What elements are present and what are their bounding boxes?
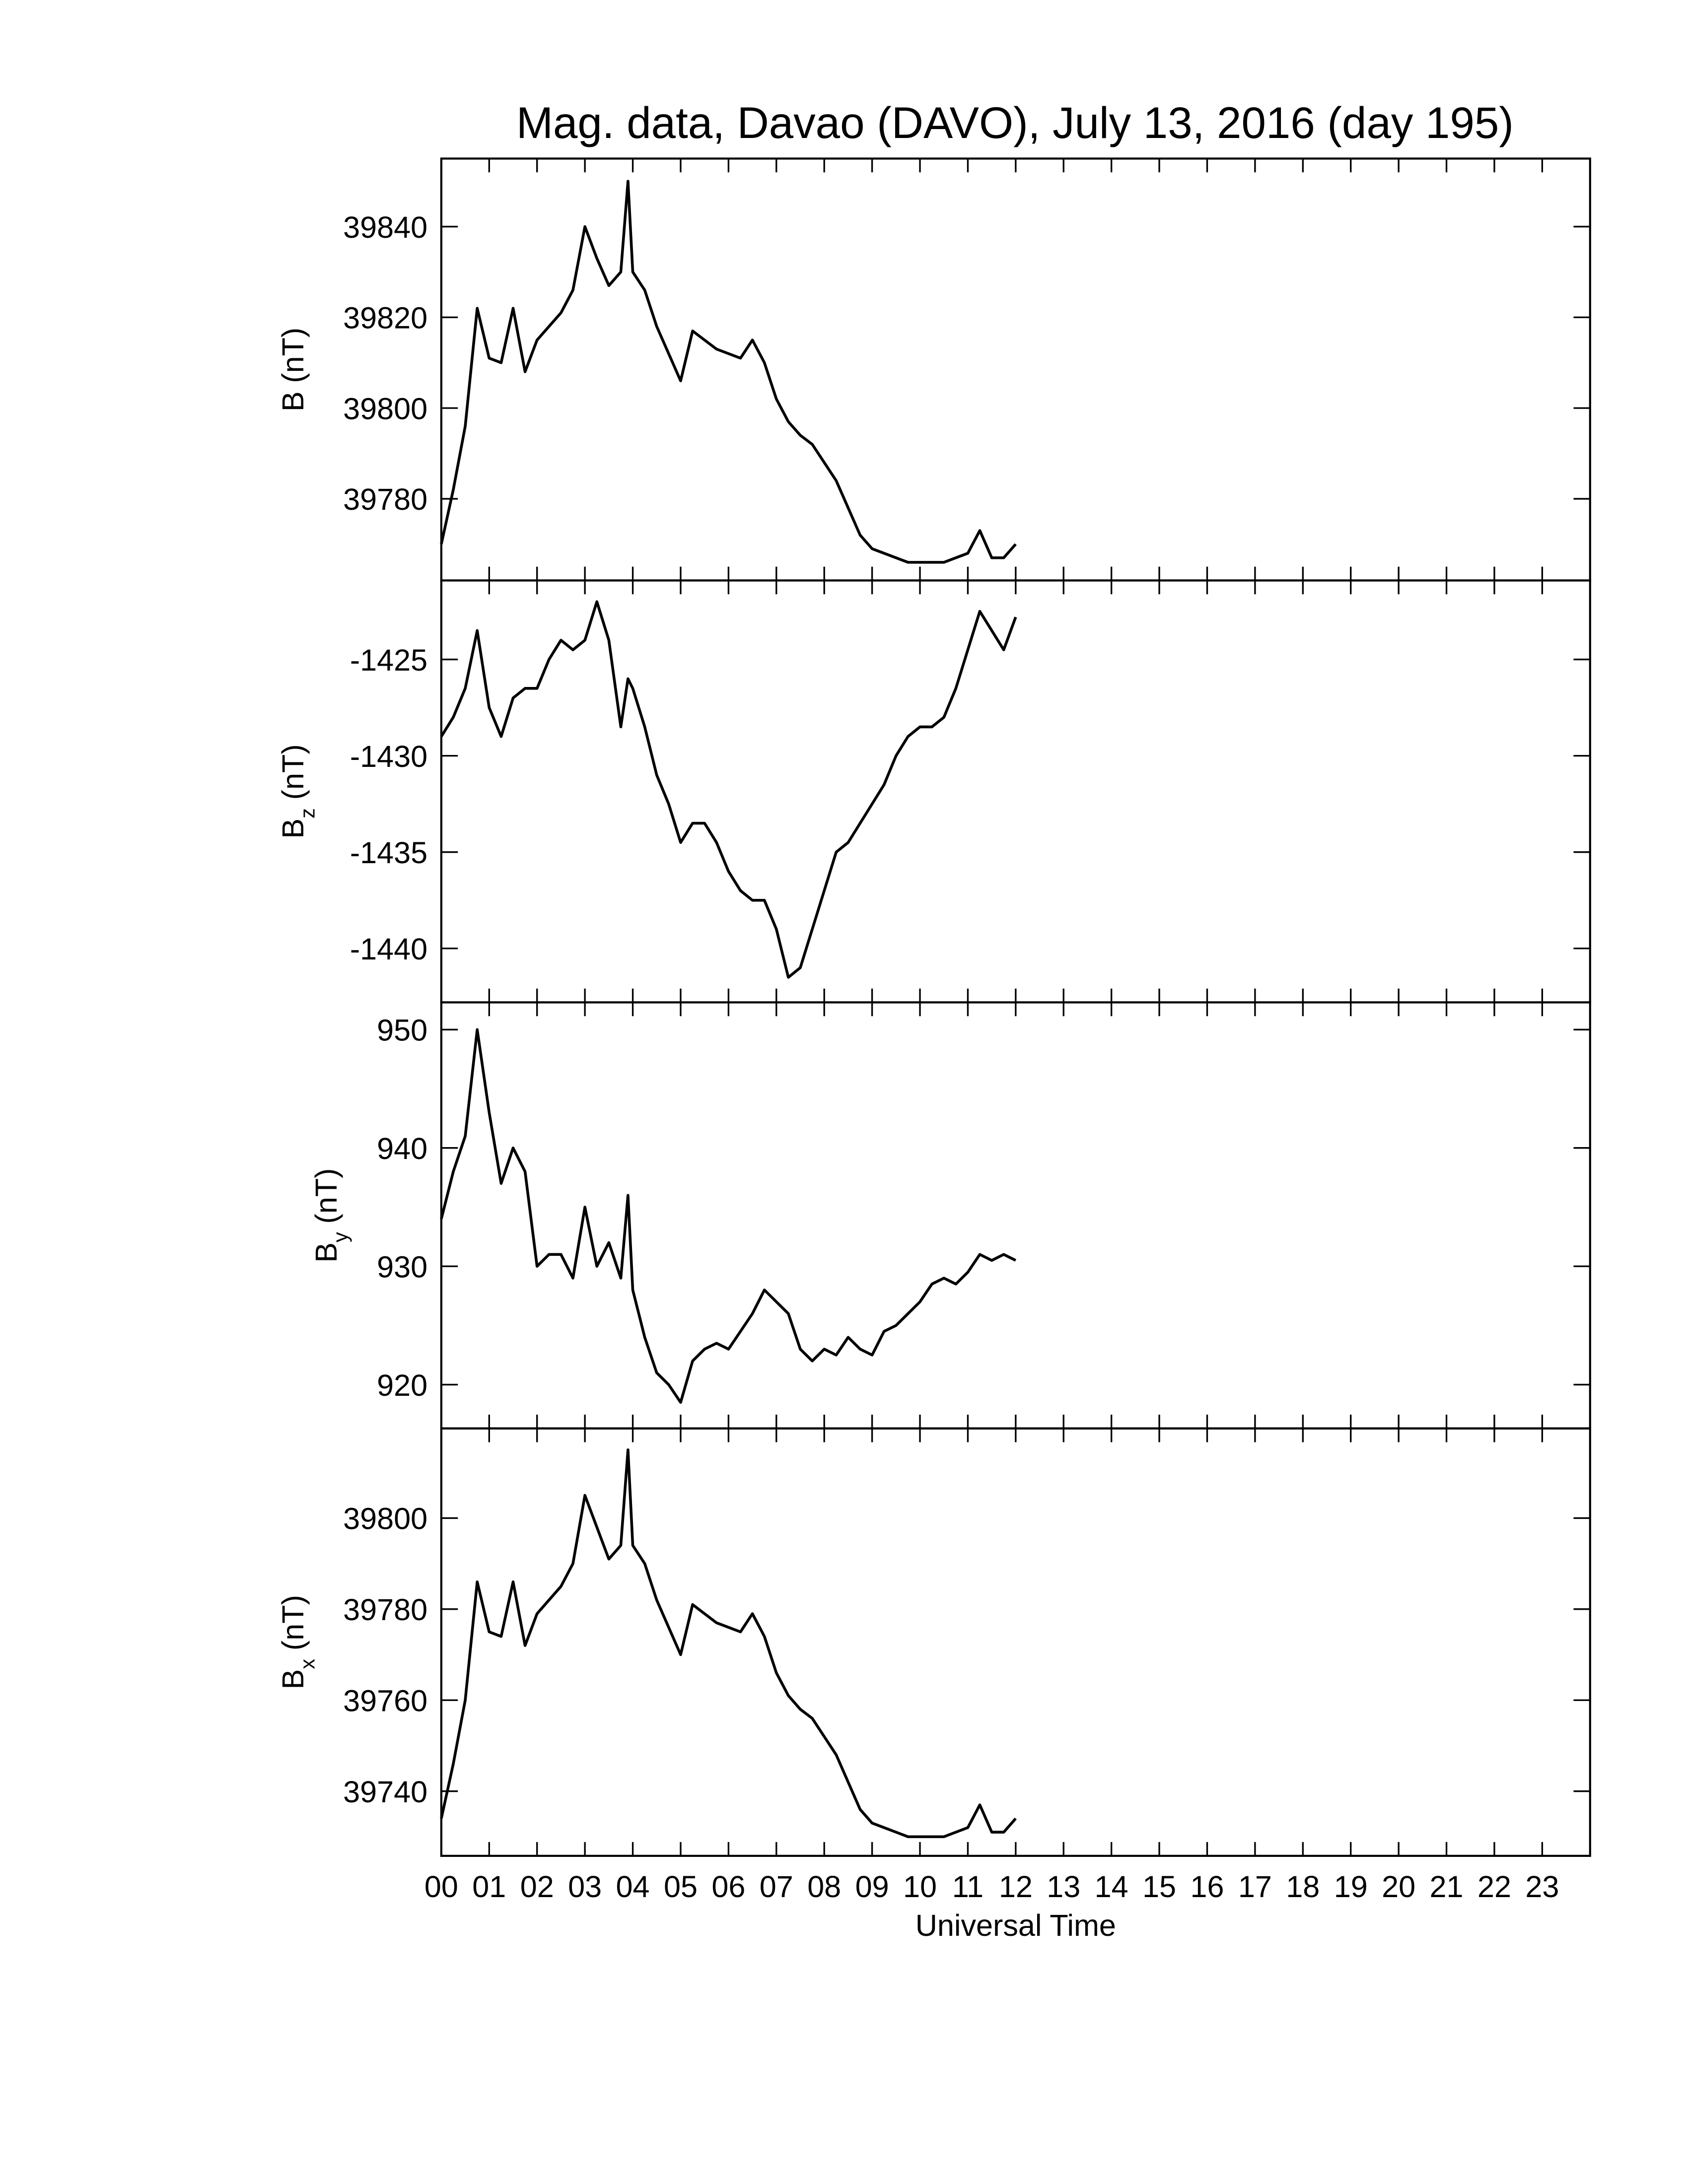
y-tick-label: 39760	[343, 1684, 427, 1717]
x-tick-label: 06	[711, 1870, 745, 1904]
x-tick-label: 08	[807, 1870, 841, 1904]
x-tick-label: 09	[855, 1870, 889, 1904]
x-tick-label: 20	[1382, 1870, 1415, 1904]
y-axis-label-symbol: B	[309, 1242, 343, 1263]
data-line	[440, 1028, 1017, 1404]
y-tick-label: -1440	[350, 932, 427, 966]
data-line	[440, 180, 1017, 564]
x-tick-label: 14	[1095, 1870, 1128, 1904]
x-tick-label: 23	[1525, 1870, 1559, 1904]
x-tick-label: 22	[1477, 1870, 1511, 1904]
y-tick-label: -1435	[350, 836, 427, 870]
y-axis-label-units: (nT)	[276, 1595, 310, 1650]
x-tick-label: 02	[520, 1870, 554, 1904]
x-tick-label: 00	[424, 1870, 458, 1904]
x-tick-label: 05	[664, 1870, 698, 1904]
x-tick-label: 10	[903, 1870, 937, 1904]
x-tick-label: 11	[952, 1870, 984, 1904]
x-tick-label: 07	[760, 1870, 793, 1904]
y-tick-label: 39740	[343, 1775, 427, 1809]
x-tick-label: 16	[1190, 1870, 1224, 1904]
y-axis-label: By (nT)	[309, 1168, 352, 1262]
y-axis-label: Bz (nT)	[276, 744, 319, 838]
y-tick-label: 39780	[343, 1593, 427, 1627]
x-tick-label: 01	[472, 1870, 506, 1904]
y-tick-label: 39840	[343, 210, 427, 244]
x-tick-label: 12	[999, 1870, 1033, 1904]
y-axis-label-units: (nT)	[276, 328, 310, 383]
y-tick-label: 930	[377, 1250, 427, 1284]
y-tick-label: 39780	[343, 482, 427, 516]
y-tick-label: -1430	[350, 740, 427, 773]
x-tick-label: 04	[616, 1870, 650, 1904]
y-tick-label: 940	[377, 1132, 427, 1165]
y-axis-label-subscript: x	[295, 1659, 319, 1669]
data-line	[440, 600, 1017, 979]
y-axis-label-units: (nT)	[309, 1168, 343, 1224]
y-axis-label: B (nT)	[276, 328, 310, 411]
y-axis-label-units: (nT)	[276, 744, 310, 800]
y-axis-label-symbol: B	[276, 819, 310, 839]
y-tick-label: 950	[377, 1014, 427, 1047]
x-tick-label: 18	[1286, 1870, 1320, 1904]
x-tick-label: 17	[1238, 1870, 1272, 1904]
y-tick-label: 39820	[343, 301, 427, 335]
chart-title: Mag. data, Davao (DAVO), July 13, 2016 (…	[516, 98, 1514, 147]
y-axis-label-subscript: y	[329, 1232, 352, 1242]
y-tick-label: -1425	[350, 643, 427, 677]
y-tick-label: 39800	[343, 1502, 427, 1536]
y-tick-label: 920	[377, 1368, 427, 1402]
y-axis-label-subscript: z	[295, 808, 319, 819]
x-tick-label: 13	[1047, 1870, 1080, 1904]
y-tick-label: 39800	[343, 392, 427, 425]
x-axis-label: Universal Time	[915, 1909, 1116, 1942]
x-tick-label: 03	[568, 1870, 602, 1904]
x-tick-label: 15	[1142, 1870, 1176, 1904]
y-axis-label-symbol: B	[276, 1669, 310, 1690]
y-axis-label-symbol: B	[276, 391, 310, 411]
x-tick-label: 19	[1334, 1870, 1368, 1904]
data-line	[440, 1448, 1017, 1839]
y-axis-label: Bx (nT)	[276, 1595, 319, 1689]
x-tick-label: 21	[1430, 1870, 1464, 1904]
